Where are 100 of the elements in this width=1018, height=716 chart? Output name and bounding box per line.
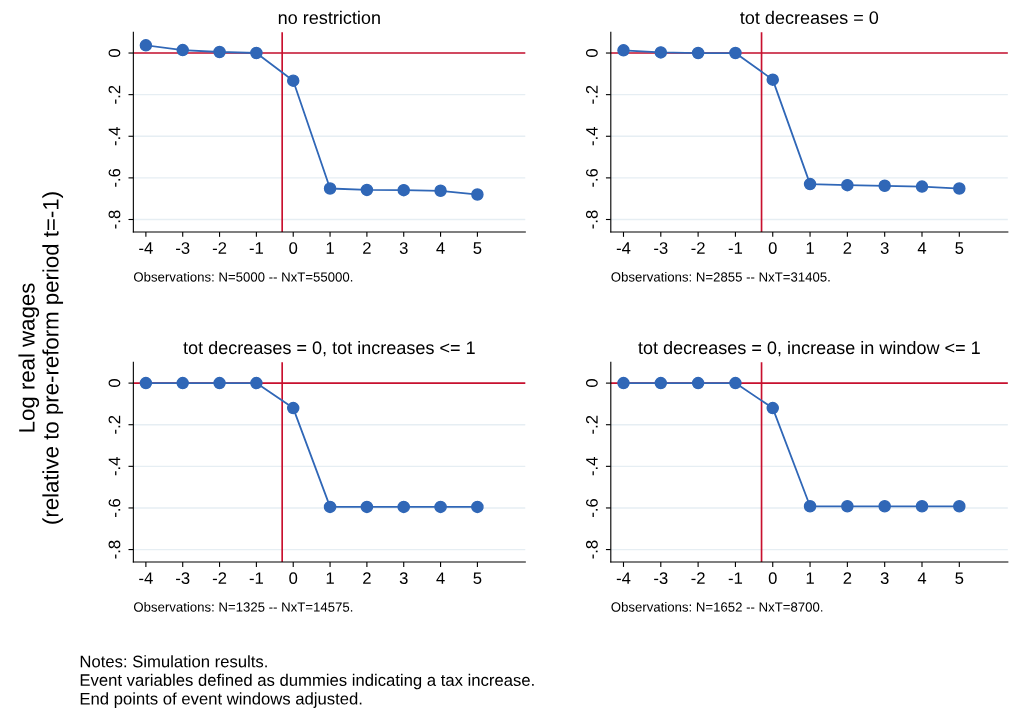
point: [654, 46, 668, 59]
x-tick-label: -1: [728, 242, 743, 254]
x-tick-label: 5: [473, 242, 482, 254]
point: [654, 376, 668, 390]
y-tick-label: -.6: [108, 168, 121, 187]
point: [953, 182, 966, 195]
point: [176, 376, 189, 390]
point: [878, 179, 891, 193]
y-tick-label: 0: [585, 379, 598, 388]
point: [323, 500, 337, 514]
point: [953, 500, 966, 513]
point: [878, 500, 891, 513]
y-tick-label: -.6: [108, 498, 121, 517]
point: [471, 500, 484, 514]
point: [691, 376, 705, 390]
point: [250, 46, 263, 60]
x-tick-label: -4: [139, 572, 153, 584]
point: [617, 44, 630, 57]
point: [471, 188, 484, 201]
y-tick-label: -.2: [585, 85, 598, 104]
point: [766, 73, 779, 86]
x-tick-label: 3: [399, 572, 408, 585]
point: [841, 500, 854, 513]
x-tick-label: 5: [955, 572, 964, 585]
chart-title: tot decreases = 0, increase in window <= 1: [638, 340, 980, 357]
x-tick-label: -4: [139, 242, 153, 254]
y-tick-label: -.8: [108, 210, 121, 229]
x-tick-label: 1: [326, 572, 334, 584]
point: [286, 74, 300, 87]
x-tick-label: 2: [363, 242, 371, 254]
text: End points of event windows adjusted.: [80, 692, 362, 708]
x-tick-label: 0: [768, 242, 777, 254]
point: [176, 43, 189, 57]
text: Observations: N=1325 -- NxT=14575.: [133, 602, 353, 612]
point: [213, 45, 226, 59]
point: [915, 500, 929, 513]
y-tick-label: 0: [585, 49, 598, 58]
point: [803, 500, 817, 513]
y-tick-label: -.4: [586, 457, 598, 476]
x-tick-label: -4: [616, 572, 631, 584]
point: [139, 39, 153, 52]
x-tick-label: 5: [473, 572, 482, 585]
y-tick-label: 0: [108, 379, 121, 388]
point: [250, 376, 263, 390]
x-tick-label: -3: [654, 242, 668, 254]
x-tick-label: 0: [289, 572, 298, 585]
chart-title: tot decreases = 0: [740, 10, 879, 25]
x-tick-label: 0: [768, 572, 777, 585]
y-tick-label: -.2: [108, 415, 121, 434]
chart-title: no restriction: [278, 10, 380, 25]
x-tick-label: 4: [917, 572, 927, 584]
text: Event variables defined as dummies indicating a tax increase.: [80, 673, 534, 690]
x-tick-label: 4: [436, 572, 445, 584]
point: [617, 376, 630, 390]
point: [766, 401, 779, 415]
point: [803, 177, 817, 191]
y-tick-label: -.8: [108, 540, 121, 559]
x-tick-label: -2: [212, 242, 227, 254]
x-tick-label: -3: [176, 572, 190, 585]
x-tick-label: 3: [880, 572, 889, 585]
x-tick-label: -3: [176, 242, 190, 254]
x-tick-label: 1: [806, 242, 814, 254]
text: Notes: Simulation results.: [80, 655, 267, 668]
point: [397, 500, 410, 514]
x-tick-label: -1: [249, 572, 263, 584]
y-tick-label: -.4: [108, 127, 121, 146]
x-tick-label: 2: [843, 572, 852, 584]
y-tick-label: -.4: [108, 457, 121, 476]
text: Observations: N=1652 -- NxT=8700.: [611, 602, 823, 612]
y-tick-label: -.8: [585, 540, 598, 559]
point: [139, 376, 153, 390]
y-axis-title: Log real wages (relative to pre-reform period t=-1): [18, 192, 64, 524]
point: [691, 46, 705, 60]
x-tick-label: -2: [212, 572, 227, 584]
y-tick-label: -.4: [586, 127, 598, 146]
x-tick-label: 2: [843, 242, 852, 254]
point: [434, 500, 447, 514]
x-tick-label: 1: [326, 242, 334, 254]
y-tick-label: -.8: [585, 210, 598, 229]
x-tick-label: 5: [955, 242, 964, 254]
point: [360, 500, 374, 514]
point: [729, 376, 742, 390]
x-tick-label: -1: [728, 572, 743, 584]
x-tick-label: 2: [363, 572, 371, 584]
y-tick-label: -.6: [585, 168, 598, 187]
point: [323, 182, 337, 195]
point: [360, 183, 374, 197]
x-tick-label: 4: [436, 242, 445, 254]
point: [286, 401, 300, 415]
x-tick-label: 0: [289, 242, 298, 254]
x-tick-label: -2: [691, 572, 705, 584]
chart-title: tot decreases = 0, tot increases <= 1: [183, 340, 475, 357]
x-tick-label: -3: [654, 572, 668, 585]
x-tick-label: -1: [249, 242, 263, 254]
point: [213, 376, 226, 390]
point: [729, 46, 742, 60]
x-tick-label: 3: [399, 242, 408, 254]
text: Observations: N=2855 -- NxT=31405.: [611, 271, 830, 282]
x-tick-label: 3: [880, 242, 889, 254]
text: Observations: N=5000 -- NxT=55000.: [133, 271, 353, 282]
